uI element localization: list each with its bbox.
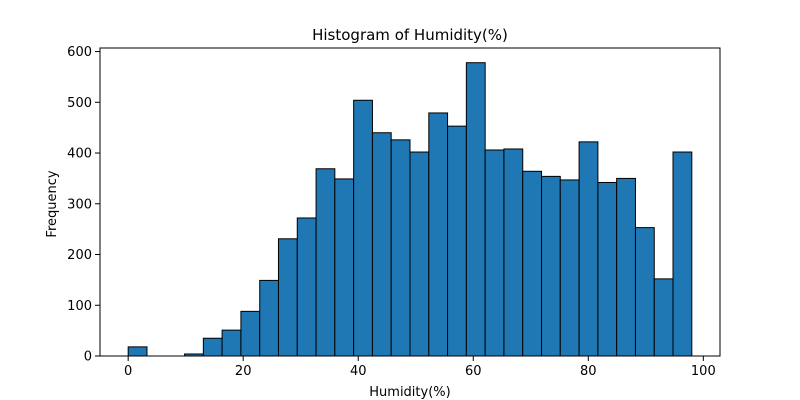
histogram-bar-17 [447,125,467,357]
histogram-bar-6 [240,310,261,357]
histogram-bar-4 [202,337,223,357]
histogram-bar-20 [503,148,524,357]
y-tick-label-6: 600 [67,45,92,60]
y-axis: 0 100 200 300 400 500 600 [67,45,100,365]
x-tick-label-3: 60 [465,364,482,379]
histogram-bar-13 [371,132,392,357]
histogram-bar-28 [653,278,674,357]
x-tick-label-0: 0 [124,364,132,379]
histogram-bar-27 [634,227,655,357]
histogram-bar-9 [296,217,317,357]
histogram-bar-29 [672,151,693,357]
x-tick-label-1: 20 [235,364,252,379]
x-tick-label-5: 100 [691,364,716,379]
histogram-bar-21 [522,170,543,357]
histogram-bar-25 [597,181,618,357]
y-tick-label-2: 200 [67,248,92,263]
histogram-bar-5 [221,329,242,357]
histogram-bar-12 [353,99,373,357]
x-tick-label-2: 40 [350,364,367,379]
y-tick-label-1: 100 [67,299,92,314]
chart-title: Histogram of Humidity(%) [312,26,508,44]
histogram-bar-11 [334,178,355,357]
histogram-bar-16 [428,112,449,357]
histogram-bar-8 [277,238,298,357]
histogram-bar-7 [259,279,279,357]
histogram-bar-14 [390,139,411,357]
x-axis-label: Humidity(%) [369,385,450,400]
y-tick-label-0: 0 [84,350,92,365]
histogram-bar-24 [578,141,599,357]
y-axis-label: Frequency [45,170,60,237]
histogram-bar-26 [616,177,636,357]
histogram-bar-18 [465,62,486,357]
plot-frame [99,47,721,357]
y-tick-label-3: 300 [67,197,92,212]
histogram-bar-22 [541,175,561,357]
y-tick-label-4: 400 [67,147,92,162]
x-tick-label-4: 80 [580,364,597,379]
x-axis: 0 20 40 60 80 100 [124,356,716,379]
bars-group [127,62,693,357]
histogram-bar-0 [127,346,148,357]
histogram-bar-15 [409,151,430,357]
histogram-bar-23 [559,179,580,357]
histogram-bar-10 [315,168,336,357]
y-tick-label-5: 500 [67,96,92,111]
histogram-bar-19 [484,149,505,357]
